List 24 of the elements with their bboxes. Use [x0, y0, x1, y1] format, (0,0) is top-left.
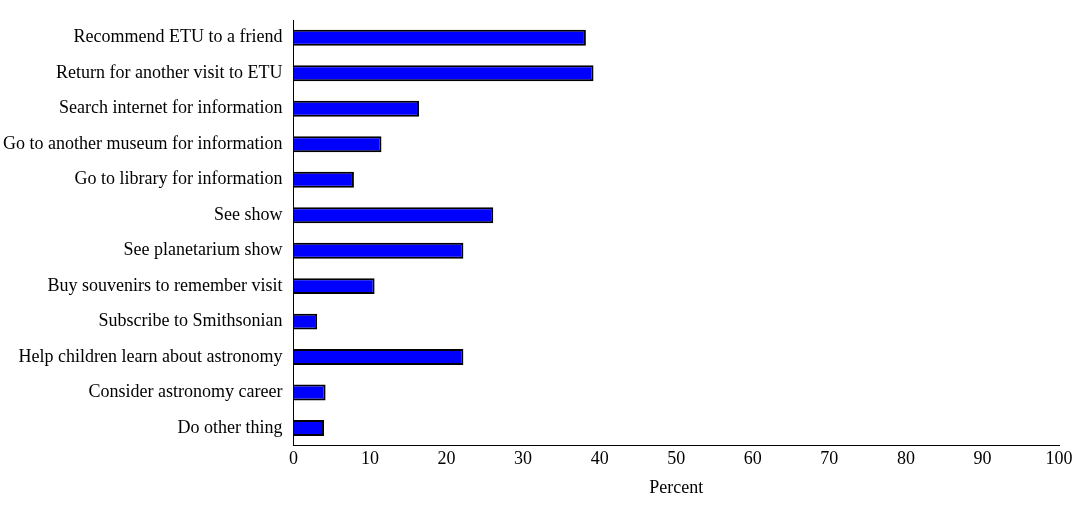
x-tick-label: 100 — [1045, 448, 1073, 469]
x-tick-label: 40 — [590, 448, 609, 469]
x-tick-label: 10 — [361, 448, 379, 469]
x-tick-label: 70 — [820, 448, 839, 469]
y-tick-label: Go to library for information — [74, 168, 283, 189]
y-tick-label: Help children learn about astronomy — [18, 345, 283, 366]
x-tick-label: 60 — [743, 448, 762, 469]
x-tick-label: 20 — [437, 448, 456, 469]
y-tick-label: Subscribe to Smithsonian — [98, 310, 283, 331]
y-tick-label: See planetarium show — [123, 239, 283, 260]
y-tick-label: Recommend ETU to a friend — [73, 26, 283, 47]
x-tick-label: 50 — [667, 448, 686, 469]
x-tick-label: 0 — [288, 448, 298, 469]
y-tick-label: Return for another visit to ETU — [55, 61, 283, 82]
y-tick-label: Go to another museum for information — [2, 132, 283, 153]
x-axis-title: Percent — [649, 476, 704, 497]
x-tick-label: 90 — [973, 448, 992, 469]
y-tick-label: Search internet for information — [59, 97, 283, 118]
y-tick-label: Buy souvenirs to remember visit — [47, 274, 283, 295]
x-tick-label: 80 — [896, 448, 915, 469]
y-tick-label: Consider astronomy career — [88, 381, 283, 402]
y-tick-label: Do other thing — [177, 416, 283, 437]
x-tick-label: 30 — [514, 448, 533, 469]
y-tick-label: See show — [213, 203, 283, 224]
